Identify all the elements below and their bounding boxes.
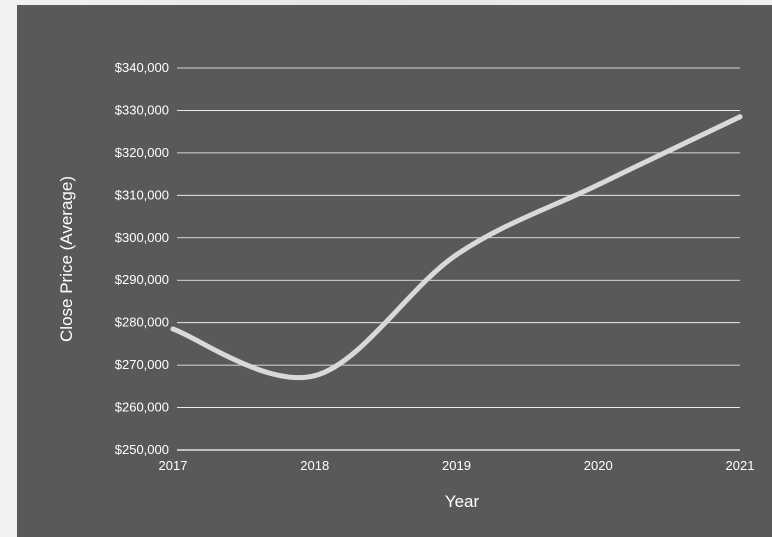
x-tick-label: 2017: [159, 458, 188, 473]
y-tick-label: $260,000: [115, 400, 169, 415]
y-tick-label: $270,000: [115, 357, 169, 372]
y-axis-ticks: $250,000 $260,000 $270,000 $280,000 $290,000…: [115, 60, 169, 457]
y-axis-title: Close Price (Average): [57, 176, 76, 342]
y-tick-label: $310,000: [115, 187, 169, 202]
x-tick-label: 2021: [726, 458, 755, 473]
x-tick-label: 2018: [300, 458, 329, 473]
data-point: [312, 373, 318, 379]
x-axis-ticks: 2017 2018 2019 2020 2021: [159, 458, 755, 473]
data-point: [170, 326, 176, 332]
y-tick-label: $280,000: [115, 315, 169, 330]
y-tick-label: $300,000: [115, 230, 169, 245]
data-point: [454, 252, 459, 258]
y-tick-label: $330,000: [115, 102, 169, 117]
y-tick-label: $340,000: [115, 60, 169, 75]
x-tick-label: 2020: [584, 458, 613, 473]
x-tick-label: 2019: [442, 458, 471, 473]
y-tick-label: $320,000: [115, 145, 169, 160]
line-chart: $250,000 $260,000 $270,000 $280,000 $290,000…: [57, 60, 755, 511]
series-group: [170, 114, 743, 380]
series-line: [170, 114, 743, 380]
data-point: [737, 114, 743, 120]
gridlines: [177, 67, 740, 451]
chart-panel: $250,000 $260,000 $270,000 $280,000 $290,000…: [17, 5, 772, 537]
data-point: [595, 182, 601, 188]
y-tick-label: $290,000: [115, 272, 169, 287]
y-tick-label: $250,000: [115, 442, 169, 457]
x-axis-title: Year: [445, 492, 480, 511]
